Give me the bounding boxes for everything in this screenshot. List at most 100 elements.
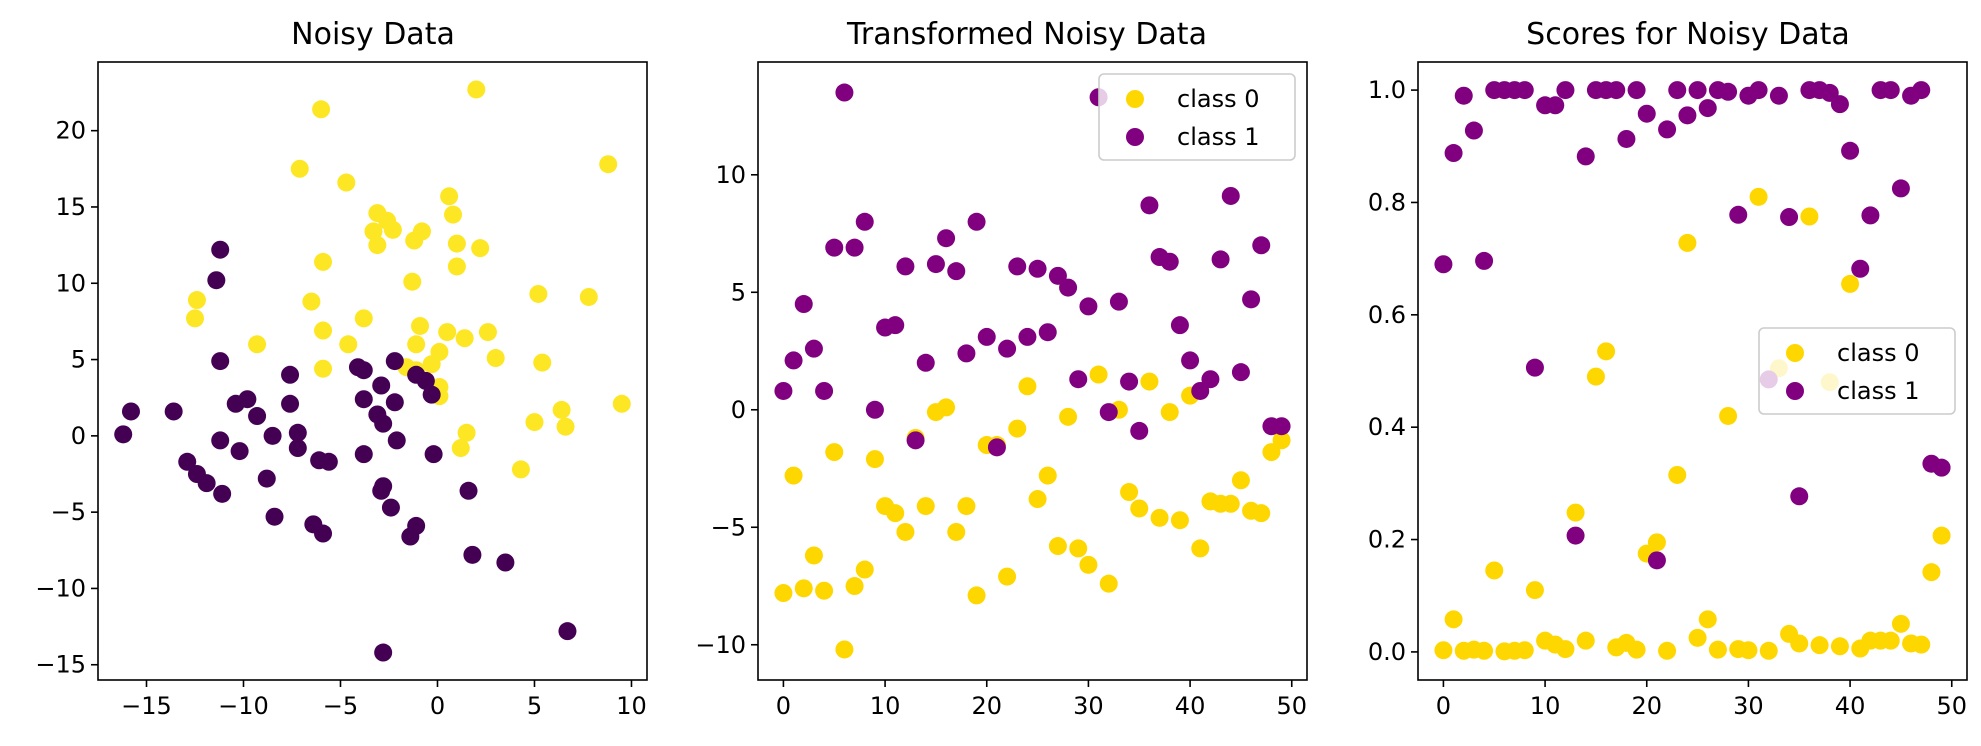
data-point xyxy=(906,431,925,450)
data-point xyxy=(248,407,267,426)
x-tick-label: 10 xyxy=(616,692,647,720)
data-point xyxy=(1231,363,1250,382)
chart-title: Scores for Noisy Data xyxy=(1526,17,1850,52)
data-point xyxy=(1109,292,1128,311)
data-point xyxy=(1099,403,1118,422)
y-tick-label: −15 xyxy=(35,651,86,679)
data-point xyxy=(1759,641,1778,660)
data-point xyxy=(1912,635,1931,654)
data-point xyxy=(794,295,813,314)
data-point xyxy=(784,466,803,485)
y-tick-label: 0 xyxy=(71,422,86,450)
data-point xyxy=(385,393,404,412)
data-point xyxy=(556,417,575,436)
data-point xyxy=(1891,614,1910,633)
data-point xyxy=(1841,274,1860,293)
data-point xyxy=(947,522,966,541)
data-point xyxy=(835,640,854,659)
data-point xyxy=(1008,257,1027,276)
data-point xyxy=(1810,636,1829,655)
data-point xyxy=(967,212,986,231)
data-point xyxy=(774,584,793,603)
data-point xyxy=(1485,561,1504,580)
y-tick-label: 10 xyxy=(715,161,746,189)
data-point xyxy=(288,423,307,442)
data-point xyxy=(1464,121,1483,140)
data-point xyxy=(230,442,249,461)
data-point xyxy=(1262,443,1281,462)
data-point xyxy=(511,460,530,479)
legend: class 0 class 1 xyxy=(1098,73,1296,161)
data-point xyxy=(825,238,844,257)
data-point xyxy=(1160,252,1179,271)
data-point xyxy=(1120,483,1139,502)
data-point xyxy=(1576,631,1595,650)
legend-marker xyxy=(1126,90,1144,108)
y-tick-label: 10 xyxy=(55,269,86,297)
data-point xyxy=(372,481,391,500)
data-point xyxy=(552,400,571,419)
data-point xyxy=(186,309,204,328)
data-point xyxy=(1170,511,1189,530)
data-point xyxy=(1525,358,1544,377)
data-point xyxy=(865,450,884,469)
x-tick-label: −15 xyxy=(121,692,172,720)
data-point xyxy=(471,239,490,258)
series-1 xyxy=(774,83,1291,457)
x-tick-label: 0 xyxy=(1436,692,1451,720)
legend-label: class 0 xyxy=(1177,85,1259,113)
data-point xyxy=(845,577,864,596)
legend-marker xyxy=(1786,382,1804,400)
x-tick-label: 10 xyxy=(870,692,901,720)
x-tick-label: 50 xyxy=(1936,692,1967,720)
x-tick-label: 30 xyxy=(1073,692,1104,720)
data-point xyxy=(121,402,140,421)
data-point xyxy=(1515,81,1534,100)
data-point xyxy=(339,335,358,354)
data-point xyxy=(354,390,373,409)
x-tick-label: 40 xyxy=(1175,692,1206,720)
data-point xyxy=(1881,631,1900,650)
data-point xyxy=(558,622,577,641)
data-point xyxy=(1627,640,1646,659)
data-point xyxy=(1637,104,1656,123)
data-point xyxy=(424,445,443,464)
data-point xyxy=(774,381,793,400)
legend-frame xyxy=(1758,327,1956,415)
data-point xyxy=(916,497,935,516)
data-point xyxy=(1140,372,1159,391)
data-point xyxy=(422,385,441,404)
data-point xyxy=(1130,499,1149,518)
legend-label: class 0 xyxy=(1837,339,1919,367)
data-point xyxy=(1454,86,1473,105)
data-point xyxy=(1688,81,1707,100)
data-point xyxy=(947,262,966,281)
data-point xyxy=(281,365,300,384)
data-point xyxy=(1079,297,1098,316)
x-tick-label: 0 xyxy=(430,692,445,720)
legend-label: class 1 xyxy=(1837,377,1919,405)
data-point xyxy=(478,323,497,342)
data-point xyxy=(354,309,373,328)
data-point xyxy=(1668,81,1687,100)
y-tick-label: 0 xyxy=(731,396,746,424)
data-point xyxy=(855,212,874,231)
panel-transformed-noisy-data: Transformed Noisy Data 0 10 20 30 40 50 −10 −5 0… xyxy=(695,17,1308,720)
data-point xyxy=(1038,466,1057,485)
x-tick-label: 10 xyxy=(1530,692,1561,720)
data-point xyxy=(403,272,422,291)
data-point xyxy=(1881,81,1900,100)
data-point xyxy=(211,240,230,259)
y-tick-label: −10 xyxy=(695,631,746,659)
data-point xyxy=(1272,417,1291,436)
x-tick-label: 20 xyxy=(1631,692,1662,720)
y-tick-label: −5 xyxy=(51,498,86,526)
data-point xyxy=(368,236,387,255)
data-point xyxy=(825,443,844,462)
data-point xyxy=(1089,365,1108,384)
data-point xyxy=(1830,95,1849,114)
data-point xyxy=(1617,129,1636,148)
data-point xyxy=(411,316,430,335)
data-point xyxy=(1769,86,1788,105)
